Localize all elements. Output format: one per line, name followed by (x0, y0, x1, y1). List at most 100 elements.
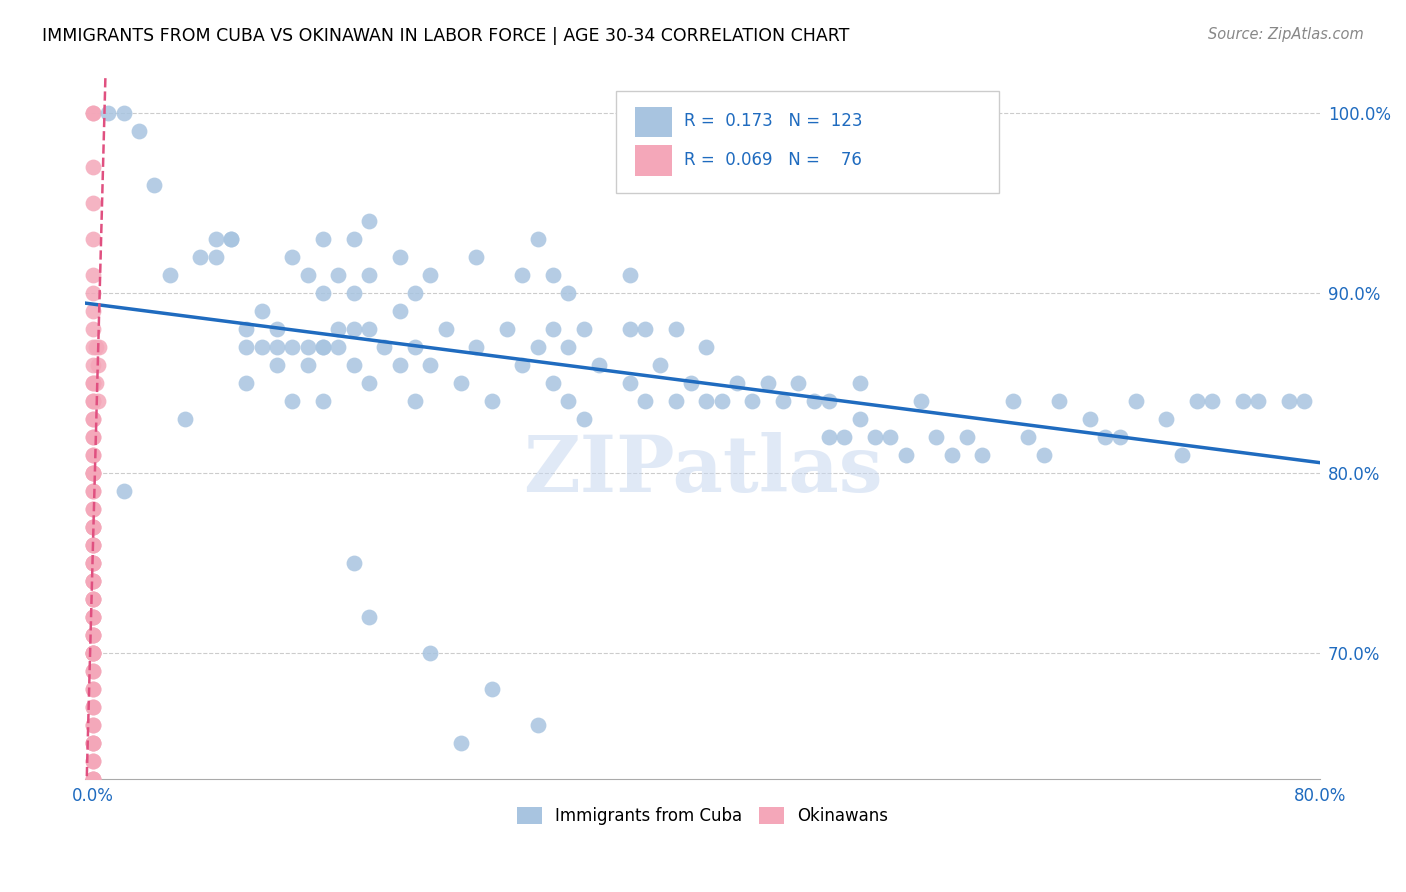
Point (82, 412, 104, 426)
Point (82, 556, 104, 570)
Point (512, 358, 534, 372)
Point (312, 340, 335, 354)
Point (250, 340, 273, 354)
Point (312, 232, 335, 246)
Point (219, 232, 242, 246)
FancyBboxPatch shape (634, 145, 672, 176)
Point (1185, 394, 1208, 409)
Point (297, 358, 319, 372)
Point (419, 358, 441, 372)
Point (526, 718, 548, 732)
Point (1232, 394, 1254, 409)
Legend: Immigrants from Cuba, Okinawans: Immigrants from Cuba, Okinawans (509, 799, 897, 834)
Point (588, 358, 610, 372)
Point (848, 376, 870, 391)
Point (481, 394, 503, 409)
Point (82, 646, 104, 660)
Point (450, 736, 472, 750)
Point (863, 430, 886, 444)
Point (82, 574, 104, 588)
Point (1125, 394, 1147, 409)
Point (82, 646, 104, 660)
Text: Source: ZipAtlas.com: Source: ZipAtlas.com (1208, 27, 1364, 42)
Point (343, 232, 366, 246)
Point (848, 412, 870, 426)
Point (679, 376, 702, 391)
Point (419, 268, 441, 283)
Point (419, 646, 441, 660)
Point (557, 286, 579, 301)
Point (82, 718, 104, 732)
Point (82, 754, 104, 768)
Point (82, 538, 104, 552)
Point (343, 358, 366, 372)
Point (541, 376, 564, 391)
Point (82, 376, 104, 391)
Point (572, 322, 595, 336)
Point (82, 789, 104, 804)
Point (84, 340, 107, 354)
Point (925, 430, 948, 444)
Point (82, 268, 104, 283)
Point (373, 340, 395, 354)
FancyBboxPatch shape (616, 92, 998, 194)
Point (357, 610, 380, 624)
Point (894, 448, 917, 462)
Point (266, 322, 288, 336)
Point (328, 322, 350, 336)
Point (343, 556, 366, 570)
Point (82, 430, 104, 444)
Point (82, 628, 104, 642)
Point (1047, 394, 1070, 409)
Point (343, 322, 366, 336)
Point (297, 268, 319, 283)
Point (834, 430, 856, 444)
Point (404, 340, 426, 354)
Point (281, 250, 304, 264)
Point (450, 376, 472, 391)
Point (803, 394, 825, 409)
Point (404, 286, 426, 301)
Point (112, 106, 135, 120)
Point (465, 250, 488, 264)
Point (82, 286, 104, 301)
Point (82, 484, 104, 499)
Point (82, 772, 104, 786)
Point (1170, 448, 1192, 462)
Point (82, 556, 104, 570)
Point (634, 394, 657, 409)
Point (86, 358, 108, 372)
Point (82, 628, 104, 642)
Point (82, 106, 104, 120)
Point (557, 394, 579, 409)
Point (572, 412, 595, 426)
Point (82, 754, 104, 768)
Point (82, 448, 104, 462)
Point (665, 394, 688, 409)
Point (725, 376, 748, 391)
Point (82, 520, 104, 534)
Point (235, 322, 257, 336)
Point (1156, 412, 1178, 426)
Point (235, 340, 257, 354)
Point (266, 340, 288, 354)
Point (741, 394, 763, 409)
Point (82, 628, 104, 642)
Point (357, 268, 380, 283)
Point (557, 340, 579, 354)
Point (82, 448, 104, 462)
Point (82, 610, 104, 624)
Text: R =  0.173   N =  123: R = 0.173 N = 123 (685, 112, 862, 130)
Point (82, 556, 104, 570)
Point (84, 376, 107, 391)
Point (481, 681, 503, 696)
Point (695, 394, 717, 409)
Point (112, 484, 135, 499)
Point (82, 700, 104, 714)
Point (82, 466, 104, 480)
Point (82, 592, 104, 607)
Point (82, 538, 104, 552)
Point (357, 322, 380, 336)
Point (956, 430, 979, 444)
Point (1294, 394, 1316, 409)
